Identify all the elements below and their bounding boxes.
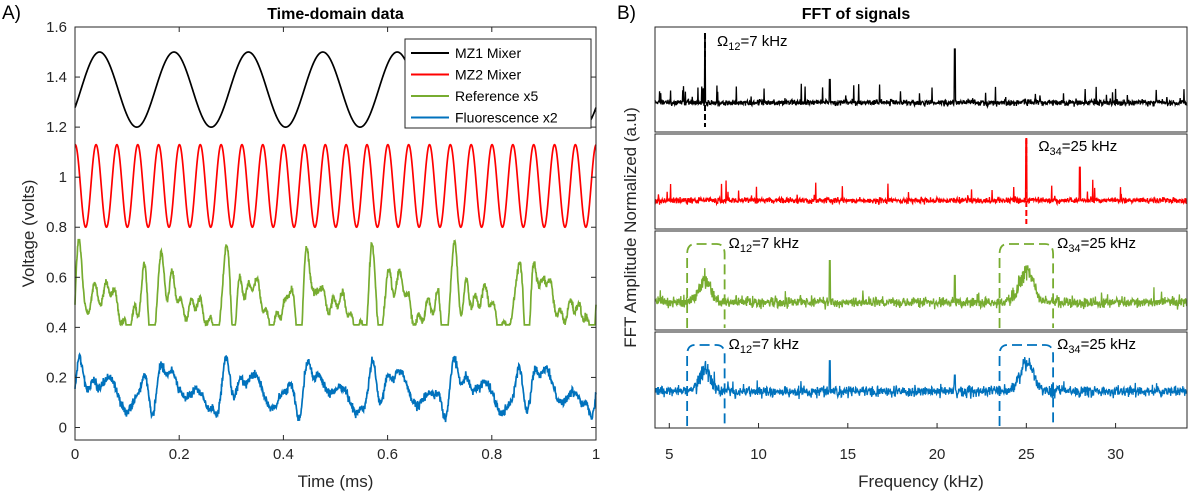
peak-annotation: Ω12=7 kHz [729,235,800,255]
bracket-marker [998,243,1055,328]
x-tick-label: 15 [839,446,856,463]
annotation-subscript: 12 [740,344,752,356]
x-tick-label: 1 [592,446,600,463]
annotation-symbol: Ω [1057,336,1068,353]
peak-annotation: Ω34=25 kHz [1057,336,1136,356]
x-tick-label: 0.8 [481,446,502,463]
time-domain-panel: 0 0.2 0.4 0.6 0.8 1 0 0.2 0.4 0.6 0.8 1 1.2 1.4 1.6 Tim… [2,3,600,491]
annotation-text: =7 kHz [752,336,799,353]
y-tick-label: 1 [59,169,67,186]
series-line-3 [74,238,597,327]
y-axis-label: FFT Amplitude Normalized (a.u) [621,107,640,348]
annotation-symbol: Ω [717,33,728,50]
annotation-subscript: 34 [1068,243,1080,255]
y-axis-label: Voltage (volts) [19,180,38,288]
annotation-text: =25 kHz [1062,138,1117,155]
y-tick-label: 1.2 [46,119,67,136]
x-tick-label: 0.4 [273,446,294,463]
bracket-marker [686,344,726,426]
panel-letter: A) [2,3,21,24]
x-tick-label: 10 [750,446,767,463]
annotation-text: =25 kHz [1081,336,1136,353]
chart-title: FFT of signals [802,6,911,23]
bracket-marker [998,344,1055,426]
x-tick-label: 0.6 [377,446,398,463]
legend-entry: MZ1 Mixer [455,45,521,61]
x-axis-label: Frequency (kHz) [858,472,984,491]
fft-trace [654,260,1188,311]
fft-subplot-4: Ω12=7 kHz Ω34=25 kHz [654,331,1188,429]
panel-letter: B) [617,3,636,24]
annotation-subscript: 12 [728,41,740,53]
annotation-subscript: 34 [1068,344,1080,356]
x-tick-label: 5 [665,446,673,463]
y-tick-label: 1.4 [46,69,67,86]
fft-trace [654,356,1188,400]
y-tick-label: 0 [59,419,67,436]
x-axis-label: Time (ms) [298,472,374,491]
annotation-text: =25 kHz [1081,235,1136,252]
fft-trace [654,139,1188,207]
annotation-symbol: Ω [729,235,740,252]
peak-annotation: Ω34=25 kHz [1038,138,1117,158]
annotation-symbol: Ω [729,336,740,353]
annotation-subscript: 12 [740,243,752,255]
annotation-text: =7 kHz [752,235,799,252]
fft-subplot-3: Ω12=7 kHz Ω34=25 kHz [654,230,1188,331]
y-tick-label: 0.2 [46,369,67,386]
annotation-subscript: 34 [1050,146,1062,158]
annotation-symbol: Ω [1057,235,1068,252]
fft-trace [654,36,1188,109]
fft-subplot-2: Ω34=25 kHz [654,133,1188,230]
peak-annotation: Ω34=25 kHz [1057,235,1136,255]
x-tick-label: 0.2 [169,446,190,463]
subplot-box [654,26,1188,133]
y-tick-label: 1.6 [46,19,67,36]
peak-annotation: Ω12=7 kHz [729,336,800,356]
fft-subplot-1: Ω12=7 kHz [654,26,1188,133]
axes-box [74,26,597,441]
x-tick-label: 25 [1018,446,1035,463]
subplot-box [654,230,1188,331]
chart-title: Time-domain data [267,6,404,23]
annotation-symbol: Ω [1038,138,1049,155]
y-tick-label: 0.6 [46,269,67,286]
y-tick-label: 0.4 [46,319,67,336]
bracket-marker [686,243,726,328]
x-tick-label: 0 [71,446,79,463]
peak-annotation: Ω12=7 kHz [717,33,788,53]
x-tick-label: 30 [1107,446,1124,463]
y-tick-label: 0.8 [46,219,67,236]
legend-entry: Fluorescence x2 [455,110,558,126]
series-line-4 [74,352,597,423]
legend-entry: Reference x5 [455,88,538,104]
subplot-box [654,331,1188,429]
legend-entry: MZ2 Mixer [455,67,521,83]
annotation-text: =7 kHz [740,33,787,50]
legend: MZ1 Mixer MZ2 Mixer Reference x5 Fluorescen… [404,38,592,129]
subplot-box [654,133,1188,230]
x-tick-label: 20 [929,446,946,463]
series-line-2 [74,143,597,229]
